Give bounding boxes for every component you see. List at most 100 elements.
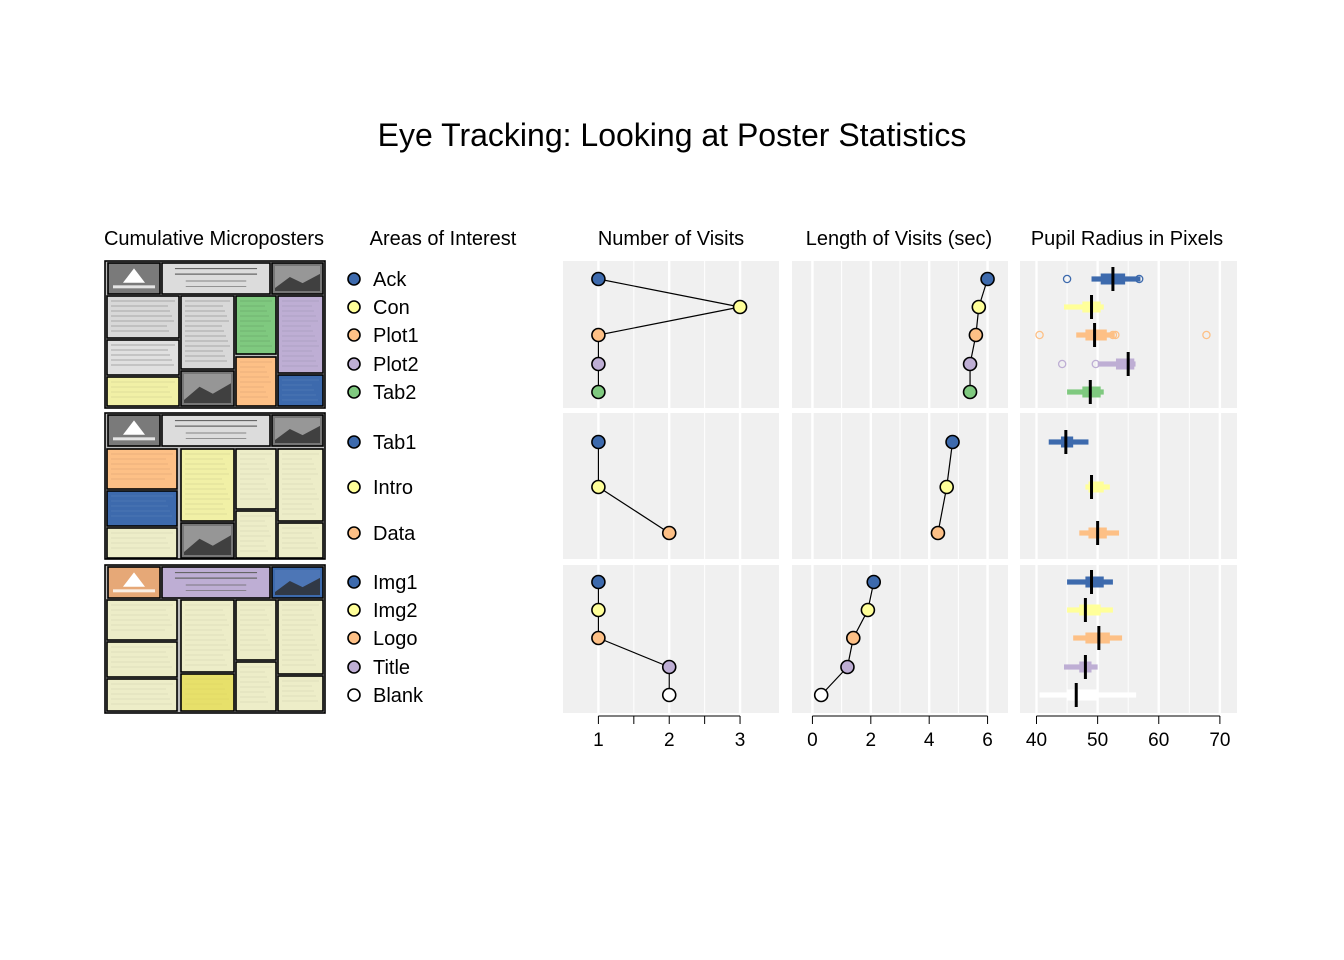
aoi-swatch-tab1 <box>347 435 361 449</box>
length-point-tab1 <box>945 434 960 450</box>
visits-point-data <box>661 525 677 541</box>
pupil-outlier-ack <box>1134 274 1144 284</box>
length-point-img1 <box>866 574 882 590</box>
pupil-box-plot2 <box>1115 358 1135 370</box>
poster-1-con <box>106 376 180 407</box>
poster-3-ack <box>277 675 324 712</box>
aoi-label-data: Data <box>373 523 416 545</box>
poster-2-img2 <box>180 522 235 559</box>
poster-2-tab2 <box>235 510 277 559</box>
pupil-box-blank <box>1067 689 1098 701</box>
visits-point-tab1 <box>591 434 606 450</box>
aoi-label-con: Con <box>373 297 410 319</box>
aoi-label-title: Title <box>373 657 410 679</box>
length-tick-label: 4 <box>924 730 935 751</box>
pupil-outlier-ack <box>1062 274 1072 284</box>
aoi-label-img2: Img2 <box>373 600 417 622</box>
chart-title: Eye Tracking: Looking at Poster Statisti… <box>378 117 967 153</box>
length-point-plot2 <box>962 356 978 372</box>
length-tick-label: 2 <box>866 730 877 751</box>
length-point-logo <box>845 630 861 646</box>
dot-plot-panels <box>563 261 1237 713</box>
aoi-legend: Ack Con Plot1 Plot2 Tab2 Tab1 Intro Data Img1 Img… <box>347 269 424 707</box>
column-title-posters: Cumulative Microposters <box>104 228 324 250</box>
poster-1-img1 <box>271 262 324 295</box>
visits-point-plot1 <box>591 327 606 343</box>
pupil-outlier-plot2 <box>1091 359 1101 369</box>
length-point-intro <box>939 479 955 495</box>
poster-1-tab1 <box>106 339 180 376</box>
pupil-outlier-plot1 <box>1108 330 1118 340</box>
aoi-swatch-con <box>347 300 361 314</box>
poster-3-plot2 <box>277 599 324 675</box>
visits-tick-label: 3 <box>735 730 746 751</box>
pupil-box-plot1 <box>1085 329 1107 341</box>
aoi-label-plot2: Plot2 <box>373 354 419 376</box>
pupil-outlier-plot2 <box>1057 359 1067 369</box>
aoi-swatch-plot2 <box>347 357 361 371</box>
poster-1-plot1 <box>235 356 277 407</box>
poster-2-img1 <box>271 414 324 447</box>
visits-point-ack <box>591 271 606 287</box>
poster-3-intro <box>106 599 178 641</box>
visits-tick-label: 1 <box>593 730 604 751</box>
visits-point-img2 <box>591 602 606 618</box>
visits-point-img1 <box>591 574 606 590</box>
aoi-label-plot1: Plot1 <box>373 325 419 347</box>
visits-point-tab2 <box>591 384 606 400</box>
poster-2-ack <box>277 522 324 559</box>
poster-1-data <box>180 295 235 370</box>
poster-1-plot2 <box>277 295 324 374</box>
visits-point-title <box>661 659 677 675</box>
poster-2-data <box>106 448 178 490</box>
pupil-box-img1 <box>1085 576 1104 588</box>
poster-3-img2 <box>180 673 235 712</box>
aoi-swatch-title <box>347 660 361 674</box>
x-axes: 1 2 3 0 2 4 6 40 50 60 70 <box>593 715 1230 751</box>
pupil-tick-label: 40 <box>1026 730 1047 751</box>
column-title-visits: Number of Visits <box>598 228 744 250</box>
aoi-swatch-img1 <box>347 575 361 589</box>
pupil-tick-label: 50 <box>1087 730 1108 751</box>
aoi-swatch-ack <box>347 272 361 286</box>
pupil-box-intro <box>1088 481 1104 493</box>
pupil-outlier-plot1 <box>1111 330 1120 340</box>
poster-2-con <box>106 527 178 559</box>
visits-tick-label: 2 <box>664 730 675 751</box>
poster-2-logo <box>107 414 161 447</box>
poster-3-logo <box>107 566 161 599</box>
aoi-swatch-intro <box>347 480 361 494</box>
column-title-pupil: Pupil Radius in Pixels <box>1031 228 1223 250</box>
aoi-label-ack: Ack <box>373 269 407 291</box>
poster-3-tab1 <box>106 641 178 678</box>
aoi-swatch-data <box>347 526 361 540</box>
visits-point-con <box>732 299 748 315</box>
length-point-img2 <box>860 602 876 618</box>
poster-3-con <box>106 678 178 712</box>
visits-point-plot2 <box>591 356 606 372</box>
aoi-label-img1: Img1 <box>373 572 417 594</box>
aoi-label-tab1: Tab1 <box>373 432 416 454</box>
pupil-box-img2 <box>1079 604 1101 616</box>
pupil-outlier-plot1 <box>1202 330 1211 340</box>
pupil-tick-label: 60 <box>1148 730 1169 751</box>
poster-1-tab2 <box>235 295 277 355</box>
poster-3-tab2 <box>235 661 277 712</box>
poster-3-plot <box>235 599 277 661</box>
aoi-label-blank: Blank <box>373 685 424 707</box>
poster-3-img1 <box>271 566 324 599</box>
length-point-title <box>840 659 855 675</box>
visits-point-intro <box>591 479 606 495</box>
poster-1-title <box>161 262 271 295</box>
poster-2-title <box>161 414 271 447</box>
column-title-length: Length of Visits (sec) <box>806 228 992 250</box>
aoi-swatch-tab2 <box>347 385 361 399</box>
poster-1-intro <box>106 295 180 339</box>
column-title-aoi: Areas of Interest <box>370 228 517 250</box>
length-point-data <box>930 525 946 541</box>
pupil-tick-label: 70 <box>1209 730 1230 751</box>
poster-2-plot <box>235 448 277 510</box>
pupil-outlier-plot1 <box>1035 330 1044 340</box>
poster-3-title <box>161 566 271 599</box>
